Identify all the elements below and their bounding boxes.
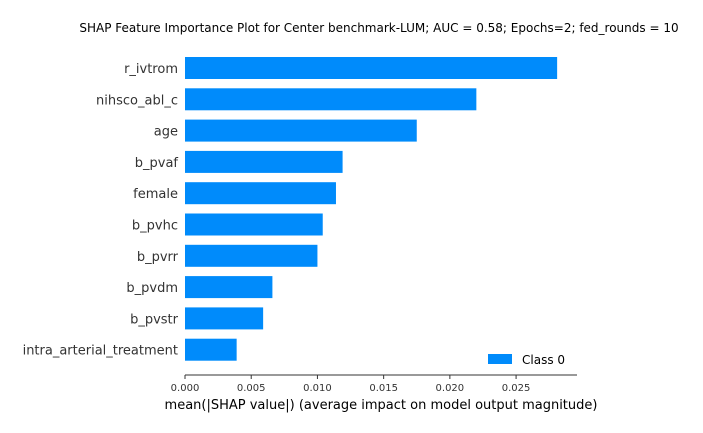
bar-b_pvaf — [185, 150, 343, 173]
y-label-b_pvaf: b_pvaf — [135, 156, 179, 171]
y-label-b_pvstr: b_pvstr — [130, 312, 179, 327]
y-label-female: female — [133, 187, 178, 202]
bar-age — [185, 119, 417, 142]
x-ticks: 0.000 0.005 0.010 0.015 0.020 0.025 — [171, 375, 531, 394]
bar-b_pvdm — [185, 276, 273, 299]
x-axis-label: mean(|SHAP value|) (average impact on mo… — [165, 398, 598, 413]
x-tick-label: 0.015 — [369, 383, 398, 394]
bars-group — [185, 57, 558, 361]
bar-nihsco_abl_c — [185, 88, 477, 111]
y-label-nihsco_abl_c: nihsco_abl_c — [96, 93, 178, 108]
x-tick-label: 0.000 — [171, 383, 200, 394]
x-tick-label: 0.025 — [502, 383, 531, 394]
bar-b_pvrr — [185, 244, 318, 267]
y-label-b_pvrr: b_pvrr — [137, 250, 179, 265]
y-label-age: age — [154, 125, 178, 140]
y-label-r_ivtrom: r_ivtrom — [124, 62, 178, 77]
y-label-b_pvhc: b_pvhc — [132, 219, 178, 234]
x-tick-label: 0.020 — [436, 383, 465, 394]
bar-female — [185, 182, 336, 205]
y-label-b_pvdm: b_pvdm — [126, 281, 178, 296]
chart-title: SHAP Feature Importance Plot for Center … — [79, 21, 678, 35]
x-tick-label: 0.005 — [237, 383, 266, 394]
bar-intra_arterial_treatment — [185, 338, 237, 361]
legend-label: Class 0 — [522, 353, 565, 367]
legend-swatch — [488, 354, 512, 364]
legend: Class 0 — [488, 353, 565, 367]
y-label-intra_arterial_treatment: intra_arterial_treatment — [23, 344, 178, 359]
bar-r_ivtrom — [185, 57, 558, 79]
x-tick-label: 0.010 — [303, 383, 332, 394]
bar-b_pvstr — [185, 307, 264, 330]
bar-b_pvhc — [185, 213, 323, 236]
